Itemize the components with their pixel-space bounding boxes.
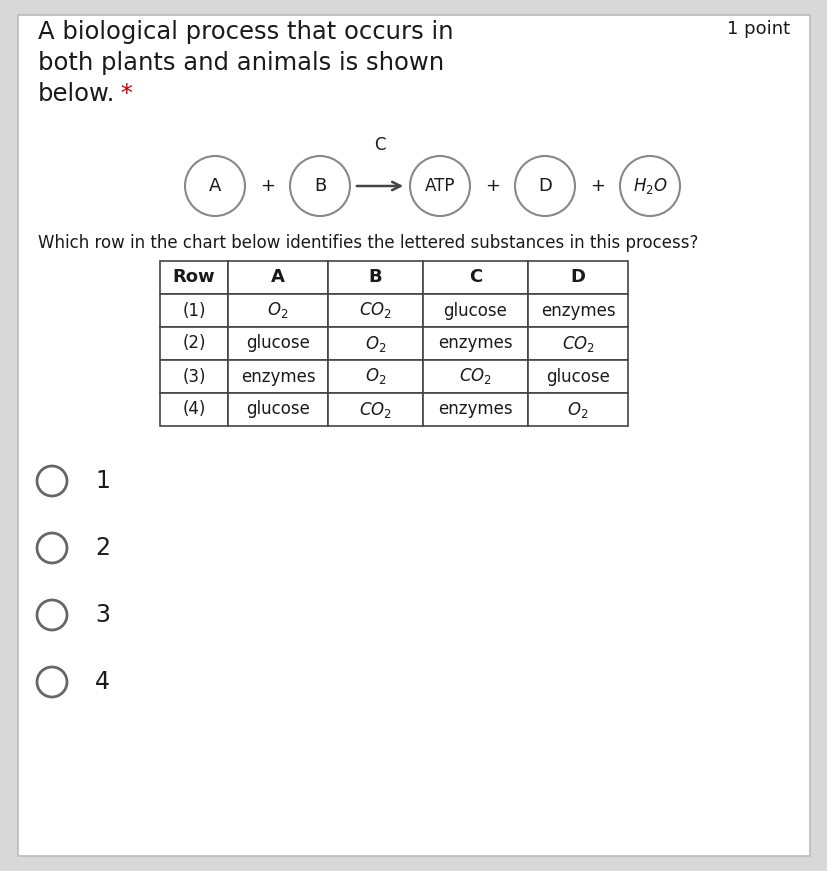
- Text: ATP: ATP: [424, 177, 455, 195]
- Text: $H_2O$: $H_2O$: [632, 176, 667, 196]
- Bar: [160, 393, 227, 426]
- Text: glucose: glucose: [443, 301, 507, 320]
- Circle shape: [184, 156, 245, 216]
- Text: B: B: [368, 268, 382, 287]
- Text: 1: 1: [95, 469, 110, 493]
- Bar: [528, 261, 627, 294]
- Text: Row: Row: [173, 268, 215, 287]
- Text: C: C: [468, 268, 481, 287]
- Circle shape: [409, 156, 470, 216]
- Text: (3): (3): [182, 368, 205, 386]
- Text: +: +: [260, 177, 275, 195]
- Text: $O_2$: $O_2$: [365, 334, 385, 354]
- Text: enzymes: enzymes: [437, 401, 512, 418]
- Text: +: +: [590, 177, 605, 195]
- Bar: [528, 360, 627, 393]
- Text: glucose: glucose: [246, 401, 309, 418]
- Bar: [327, 327, 423, 360]
- Text: 4: 4: [95, 670, 110, 694]
- Text: 1 point: 1 point: [726, 20, 789, 38]
- Text: both plants and animals is shown: both plants and animals is shown: [38, 51, 443, 75]
- Text: 3: 3: [95, 603, 110, 627]
- Text: D: D: [538, 177, 552, 195]
- Bar: [227, 294, 327, 327]
- Bar: [423, 294, 528, 327]
- Text: +: +: [485, 177, 500, 195]
- Text: Which row in the chart below identifies the lettered substances in this process?: Which row in the chart below identifies …: [38, 234, 697, 252]
- Text: $O_2$: $O_2$: [566, 400, 588, 420]
- Bar: [160, 360, 227, 393]
- Circle shape: [514, 156, 574, 216]
- Bar: [227, 327, 327, 360]
- Text: (2): (2): [182, 334, 205, 353]
- Text: glucose: glucose: [246, 334, 309, 353]
- Text: *: *: [112, 82, 132, 106]
- Bar: [160, 327, 227, 360]
- Text: 2: 2: [95, 536, 110, 560]
- Bar: [327, 261, 423, 294]
- Text: enzymes: enzymes: [540, 301, 614, 320]
- Bar: [528, 393, 627, 426]
- Bar: [528, 327, 627, 360]
- Text: glucose: glucose: [545, 368, 609, 386]
- Text: (4): (4): [182, 401, 205, 418]
- Text: $CO_2$: $CO_2$: [359, 400, 391, 420]
- Bar: [227, 261, 327, 294]
- Bar: [160, 294, 227, 327]
- Bar: [227, 393, 327, 426]
- Bar: [423, 393, 528, 426]
- Bar: [423, 261, 528, 294]
- Bar: [160, 261, 227, 294]
- Bar: [528, 294, 627, 327]
- Text: $CO_2$: $CO_2$: [458, 367, 491, 387]
- Text: A biological process that occurs in: A biological process that occurs in: [38, 20, 453, 44]
- Circle shape: [37, 600, 67, 630]
- Bar: [423, 360, 528, 393]
- Circle shape: [619, 156, 679, 216]
- Bar: [227, 360, 327, 393]
- Bar: [423, 327, 528, 360]
- Text: $O_2$: $O_2$: [267, 300, 289, 321]
- Text: enzymes: enzymes: [437, 334, 512, 353]
- Text: enzymes: enzymes: [241, 368, 315, 386]
- Text: A: A: [208, 177, 221, 195]
- FancyBboxPatch shape: [18, 15, 809, 856]
- Text: D: D: [570, 268, 585, 287]
- Bar: [327, 294, 423, 327]
- Circle shape: [37, 466, 67, 496]
- Circle shape: [37, 667, 67, 697]
- Text: C: C: [374, 136, 385, 154]
- Text: $CO_2$: $CO_2$: [359, 300, 391, 321]
- Text: (1): (1): [182, 301, 205, 320]
- Text: B: B: [313, 177, 326, 195]
- Text: $O_2$: $O_2$: [365, 367, 385, 387]
- Bar: [327, 360, 423, 393]
- Circle shape: [289, 156, 350, 216]
- Text: below.: below.: [38, 82, 115, 106]
- Circle shape: [37, 533, 67, 563]
- Text: $CO_2$: $CO_2$: [561, 334, 594, 354]
- Text: A: A: [270, 268, 284, 287]
- Bar: [327, 393, 423, 426]
